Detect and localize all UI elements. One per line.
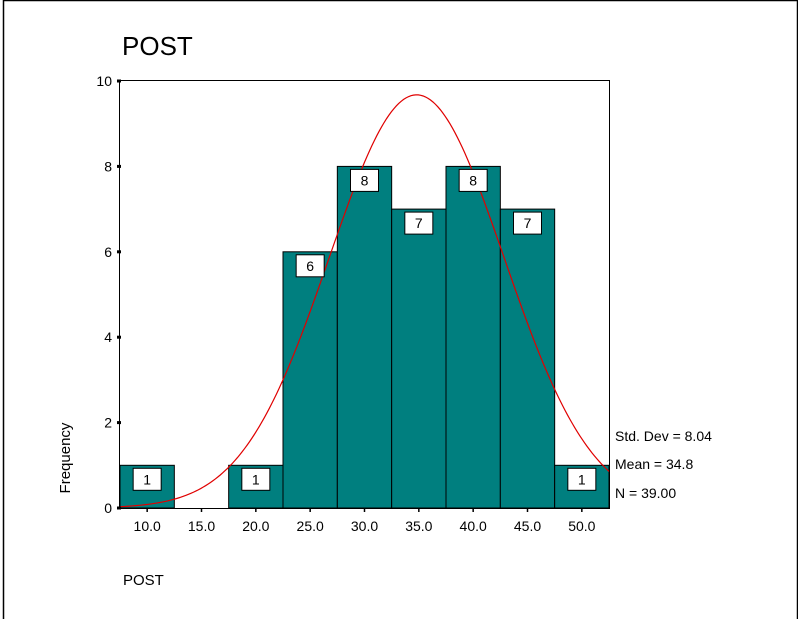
y-tick-label: 10: [96, 73, 112, 89]
y-tick: [117, 506, 121, 510]
stat-n: N = 39.00: [615, 485, 676, 501]
bar: [282, 251, 338, 509]
bar: [499, 208, 556, 509]
y-tick-label: 6: [104, 244, 112, 260]
x-tick-label: 10.0: [134, 518, 161, 534]
bar: [445, 165, 501, 509]
y-tick-label: 2: [104, 415, 112, 431]
data-label: 6: [306, 258, 314, 274]
x-axis: 10.0 15.0 20.0 25.0 30.0 35.0 40.0 45.0 50.0: [134, 508, 596, 534]
x-tick-label: 25.0: [297, 518, 324, 534]
bar: [336, 165, 393, 509]
y-tick-label: 4: [104, 329, 112, 345]
y-tick: [117, 164, 121, 168]
x-tick-label: 20.0: [242, 518, 269, 534]
y-axis-label: Frequency: [57, 422, 74, 493]
data-label: 8: [469, 172, 477, 188]
chart-title: POST: [122, 31, 193, 61]
data-label: 1: [578, 471, 586, 487]
data-label: 7: [415, 215, 423, 231]
y-tick: [117, 250, 121, 254]
x-tick-label: 40.0: [460, 518, 487, 534]
y-tick-label: 0: [104, 500, 112, 516]
data-label: 1: [252, 471, 260, 487]
x-tick-label: 15.0: [188, 518, 215, 534]
normal-curve: [119, 94, 610, 508]
y-tick-label: 8: [104, 158, 112, 174]
y-axis: 0 2 4 6 8 10: [96, 73, 121, 516]
bar: [391, 208, 447, 509]
data-label-box: [132, 467, 162, 491]
data-label-box: [295, 254, 325, 278]
x-tick-label: 50.0: [568, 518, 595, 534]
x-tick-label: 45.0: [514, 518, 541, 534]
x-axis-label: POST: [123, 572, 164, 589]
data-label-box: [404, 211, 434, 235]
y-tick: [117, 421, 121, 425]
y-tick: [117, 335, 121, 339]
data-label: 8: [361, 172, 369, 188]
x-tick-label: 30.0: [351, 518, 378, 534]
stat-std-dev: Std. Dev = 8.04: [615, 428, 712, 444]
data-label-box: [513, 211, 542, 235]
data-labels-group: 1 1 6 8 7 8 7 1: [132, 168, 597, 491]
stat-mean: Mean = 34.8: [615, 456, 693, 472]
data-label-box: [458, 168, 488, 192]
data-label: 1: [143, 471, 151, 487]
data-label-box: [350, 168, 379, 192]
data-label-box: [241, 467, 271, 491]
data-label-box: [567, 467, 597, 491]
x-tick-label: 35.0: [405, 518, 432, 534]
y-tick: [117, 79, 121, 83]
data-label: 7: [524, 215, 532, 231]
